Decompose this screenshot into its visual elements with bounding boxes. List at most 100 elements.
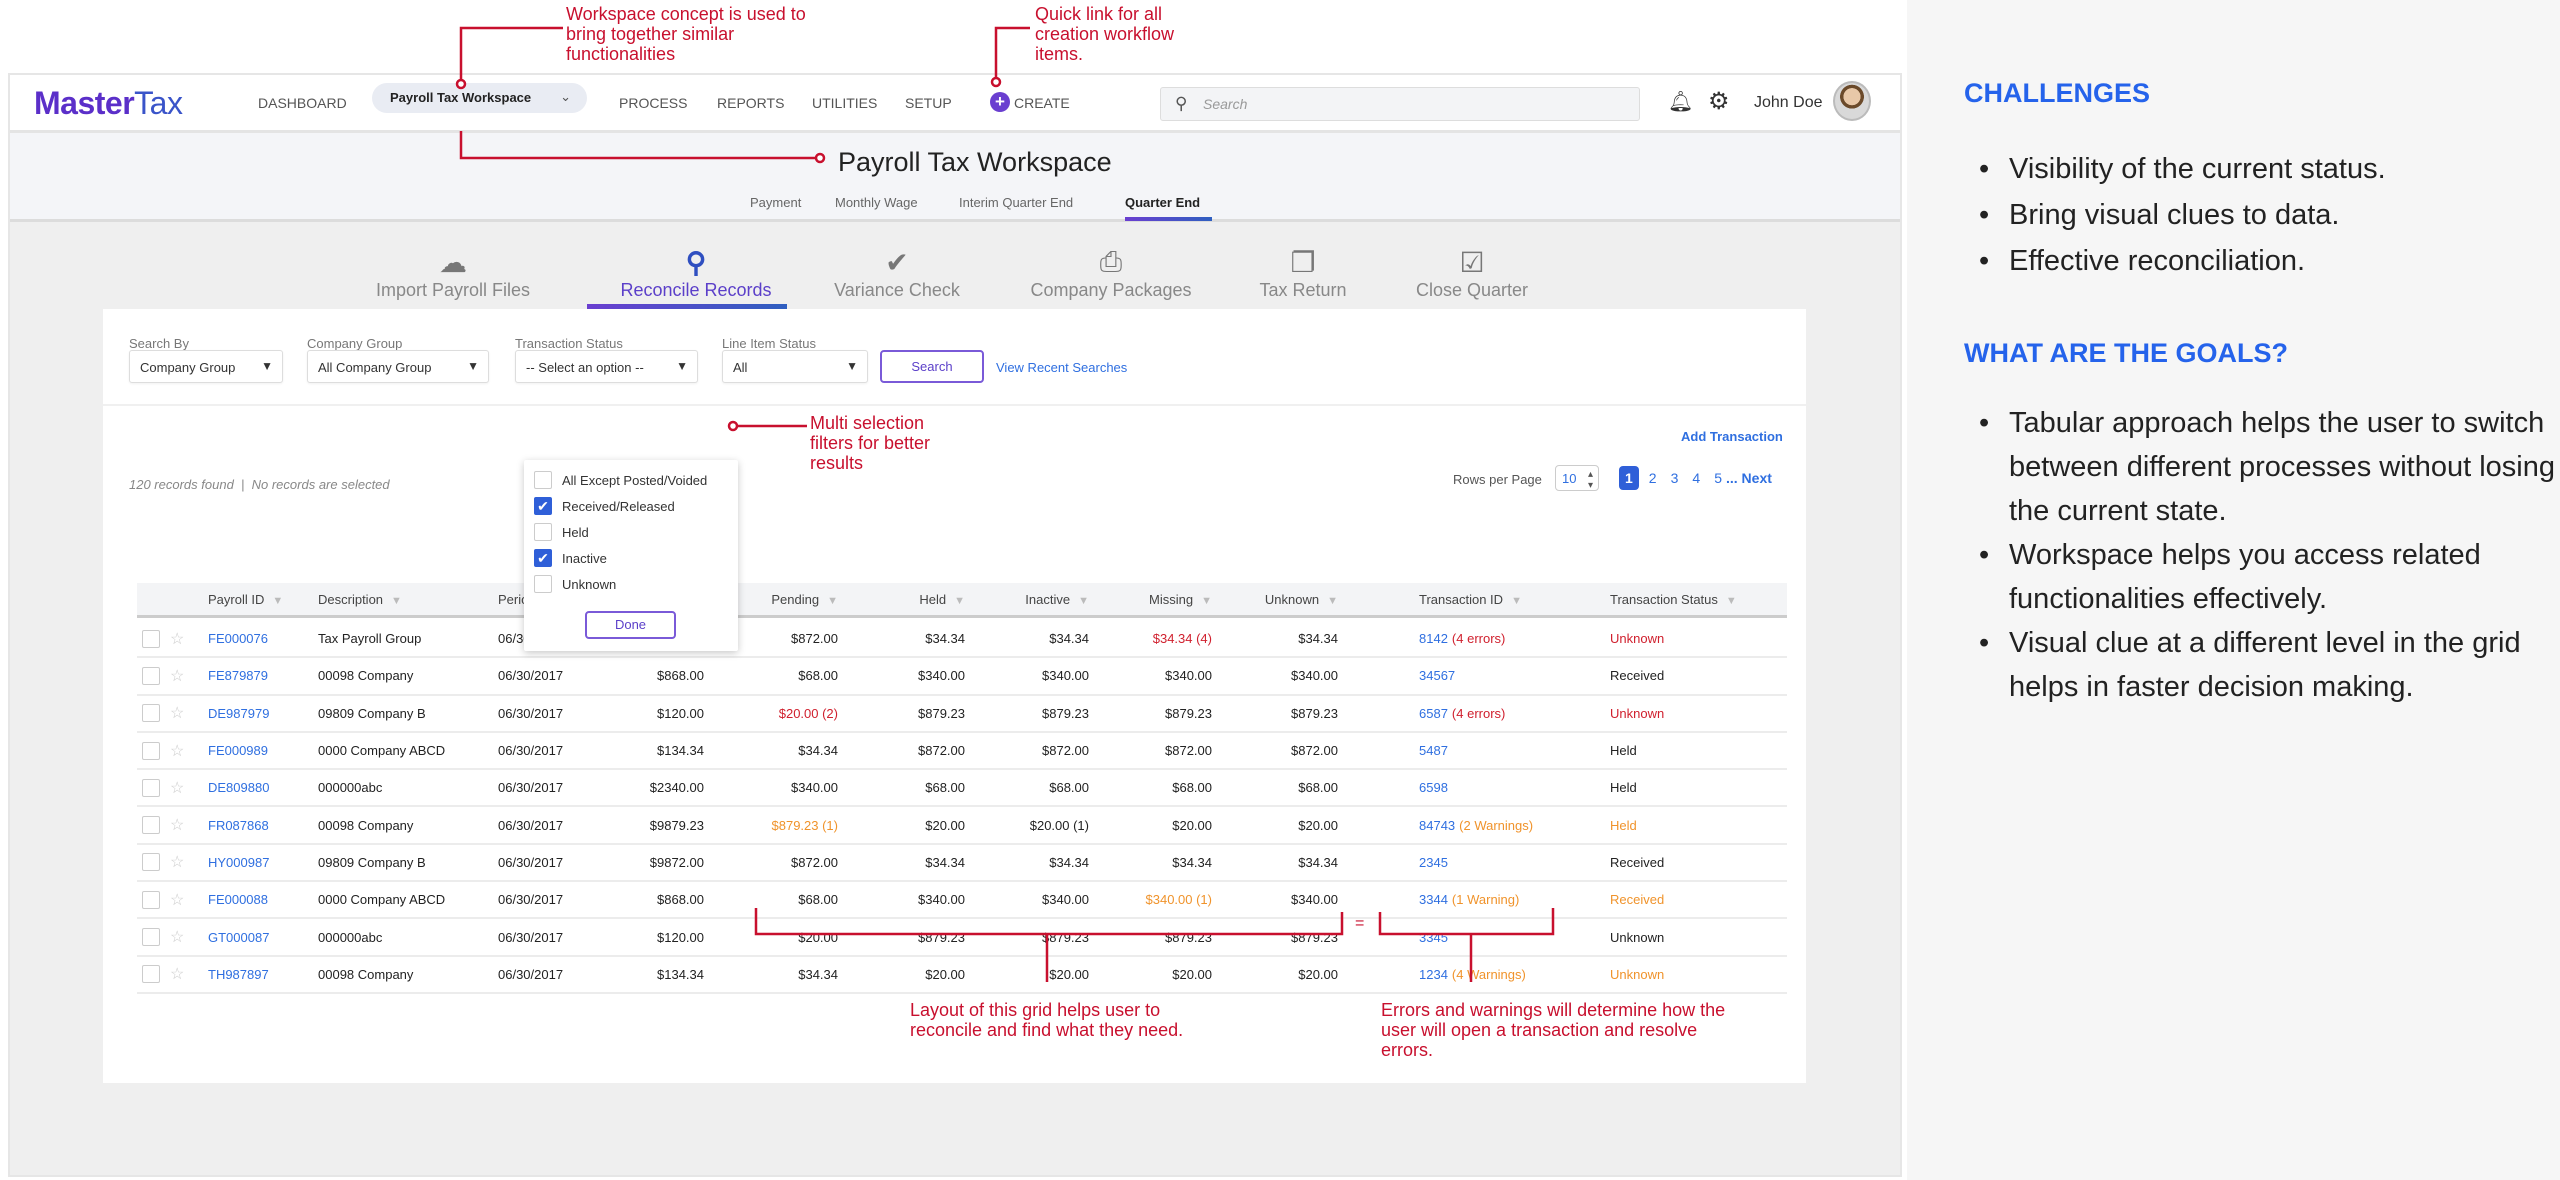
filter-icon[interactable]: ▼ (1327, 594, 1338, 607)
checkbox-unchecked[interactable] (534, 471, 552, 489)
star-icon[interactable]: ☆ (170, 630, 185, 648)
transaction-id-link[interactable]: 5487 (1419, 743, 1448, 759)
table-row[interactable]: ☆ FR087868 00098 Company 06/30/2017 $9879.23… (137, 808, 1787, 845)
filter-icon[interactable]: ▼ (954, 594, 965, 607)
star-icon[interactable]: ☆ (170, 742, 185, 760)
transaction-id-link[interactable]: 3344 (1419, 892, 1448, 908)
transaction-id-link[interactable]: 6587 (1419, 705, 1448, 721)
dropdown-option[interactable]: ✔ Inactive (534, 549, 607, 567)
dropdown-option[interactable]: All Except Posted/Voided (534, 471, 707, 489)
nav-create[interactable]: CREATE (1014, 95, 1070, 111)
star-icon[interactable]: ☆ (170, 854, 185, 872)
payroll-id-link[interactable]: FE000088 (208, 892, 268, 908)
view-recent-searches-link[interactable]: View Recent Searches (996, 360, 1128, 375)
next-page-link[interactable]: ... Next (1725, 470, 1772, 486)
dropdown-option[interactable]: Held (534, 523, 589, 541)
payroll-id-link[interactable]: HY000987 (208, 854, 270, 870)
payroll-id-link[interactable]: FE000989 (208, 743, 268, 759)
checkbox-unchecked[interactable] (534, 575, 552, 593)
column-header[interactable]: Missing ▼ (1095, 592, 1218, 607)
transaction-id-link[interactable]: 8142 (1419, 631, 1448, 647)
filter-icon[interactable]: ▼ (1511, 594, 1522, 607)
row-checkbox[interactable] (142, 853, 160, 872)
payroll-id-link[interactable]: FE000076 (208, 631, 268, 647)
nav-process[interactable]: PROCESS (619, 95, 688, 111)
column-header[interactable]: Pending ▼ (710, 592, 844, 607)
page-2[interactable]: 2 (1648, 470, 1657, 486)
payroll-id-link[interactable]: TH987897 (208, 966, 269, 982)
search-by-select[interactable]: Company Group ▼ (129, 350, 283, 383)
table-row[interactable]: ☆ FE000088 0000 Company ABCD 06/30/2017 $868… (137, 882, 1787, 920)
star-icon[interactable]: ☆ (170, 817, 185, 835)
rows-per-page-select[interactable]: 10 ▴ ▾ (1555, 465, 1599, 491)
row-checkbox[interactable] (142, 890, 160, 909)
transaction-id-link[interactable]: 84743 (1419, 817, 1456, 833)
star-icon[interactable]: ☆ (170, 929, 185, 947)
column-header[interactable]: Transaction ID ▼ (1411, 592, 1602, 607)
line-item-status-select[interactable]: All ▼ (722, 350, 868, 383)
step-close-quarter[interactable]: ☑ Close Quarter (1372, 246, 1572, 301)
nav-utilities[interactable]: UTILITIES (812, 95, 878, 111)
transaction-id-link[interactable]: 2345 (1419, 854, 1448, 870)
filter-icon[interactable]: ▼ (1201, 594, 1212, 607)
checkbox-checked-icon[interactable]: ✔ (534, 549, 552, 567)
column-header[interactable]: Held ▼ (844, 592, 971, 607)
payroll-id-link[interactable]: FR087868 (208, 817, 269, 833)
star-icon[interactable]: ☆ (170, 667, 185, 685)
column-header[interactable]: Inactive ▼ (971, 592, 1095, 607)
table-row[interactable]: ☆ FE879879 00098 Company 06/30/2017 $868.00 $… (137, 658, 1787, 696)
subtab-interim-quarter-end[interactable]: Interim Quarter End (959, 195, 1074, 210)
step-variance-check[interactable]: ✔ Variance Check (797, 246, 997, 301)
page-5[interactable]: 5 (1714, 470, 1722, 486)
transaction-id-link[interactable]: 6598 (1419, 780, 1448, 796)
step-reconcile-records[interactable]: ⚲ Reconcile Records (596, 246, 796, 301)
checkbox-checked-icon[interactable]: ✔ (534, 497, 552, 515)
star-icon[interactable]: ☆ (170, 966, 185, 984)
user-name[interactable]: John Doe (1754, 94, 1823, 111)
table-row[interactable]: ☆ DE809880 000000abc 06/30/2017 $2340.00 $340… (137, 770, 1787, 808)
column-header[interactable]: Transaction Status ▼ (1602, 592, 1787, 607)
nav-dashboard[interactable]: DASHBOARD (258, 95, 347, 111)
nav-reports[interactable]: REPORTS (717, 95, 785, 111)
nav-setup[interactable]: SETUP (905, 95, 952, 111)
step-tax-return[interactable]: ❐ Tax Return (1203, 246, 1403, 301)
column-header[interactable]: Unknown ▼ (1218, 592, 1344, 607)
transaction-id-link[interactable]: 1234 (1419, 966, 1448, 982)
row-checkbox[interactable] (142, 666, 160, 685)
table-row[interactable]: ☆ GT000087 000000abc 06/30/2017 $120.00 $20.0… (137, 919, 1787, 957)
subtab-payment[interactable]: Payment (750, 195, 802, 210)
dropdown-option[interactable]: ✔ Received/Released (534, 497, 675, 515)
star-icon[interactable]: ☆ (170, 705, 185, 723)
table-row[interactable]: ☆ DE987979 09809 Company B 06/30/2017 $120.0… (137, 696, 1787, 733)
row-checkbox[interactable] (142, 965, 160, 984)
column-header[interactable]: Payroll ID ▼ (200, 592, 310, 607)
page-4[interactable]: 4 (1692, 470, 1701, 486)
filter-icon[interactable]: ▼ (1725, 594, 1737, 607)
subtab-quarter-end[interactable]: Quarter End (1125, 195, 1201, 210)
payroll-id-link[interactable]: DE987979 (208, 705, 270, 721)
search-input[interactable]: ⚲ Search (1160, 87, 1640, 121)
row-checkbox[interactable] (142, 816, 160, 835)
filter-icon[interactable]: ▼ (1078, 594, 1089, 607)
filter-icon[interactable]: ▼ (827, 594, 838, 607)
step-import-payroll-files[interactable]: ☁ Import Payroll Files (353, 246, 553, 301)
plus-circle-icon[interactable]: + (990, 92, 1010, 112)
done-button[interactable]: Done (585, 611, 676, 639)
payroll-id-link[interactable]: DE809880 (208, 780, 270, 796)
checkbox-unchecked[interactable] (534, 523, 552, 541)
star-icon[interactable]: ☆ (170, 891, 185, 909)
filter-icon[interactable]: ▼ (272, 594, 284, 607)
row-checkbox[interactable] (142, 778, 160, 797)
table-row[interactable]: ☆ FE000989 0000 Company ABCD 06/30/2017 $134… (137, 733, 1787, 771)
step-company-packages[interactable]: ⎙ Company Packages (1011, 246, 1211, 301)
avatar[interactable] (1833, 81, 1871, 121)
star-icon[interactable]: ☆ (170, 779, 185, 797)
bell-icon[interactable]: 🔔︎ (1668, 91, 1694, 113)
transaction-id-link[interactable]: 34567 (1419, 668, 1456, 684)
add-transaction-link[interactable]: Add Transaction (1681, 429, 1783, 444)
page-3[interactable]: 3 (1670, 470, 1679, 486)
gear-icon[interactable]: ⚙ (1708, 88, 1730, 115)
subtab-monthly-wage[interactable]: Monthly Wage (835, 195, 918, 210)
dropdown-option[interactable]: Unknown (534, 575, 616, 593)
